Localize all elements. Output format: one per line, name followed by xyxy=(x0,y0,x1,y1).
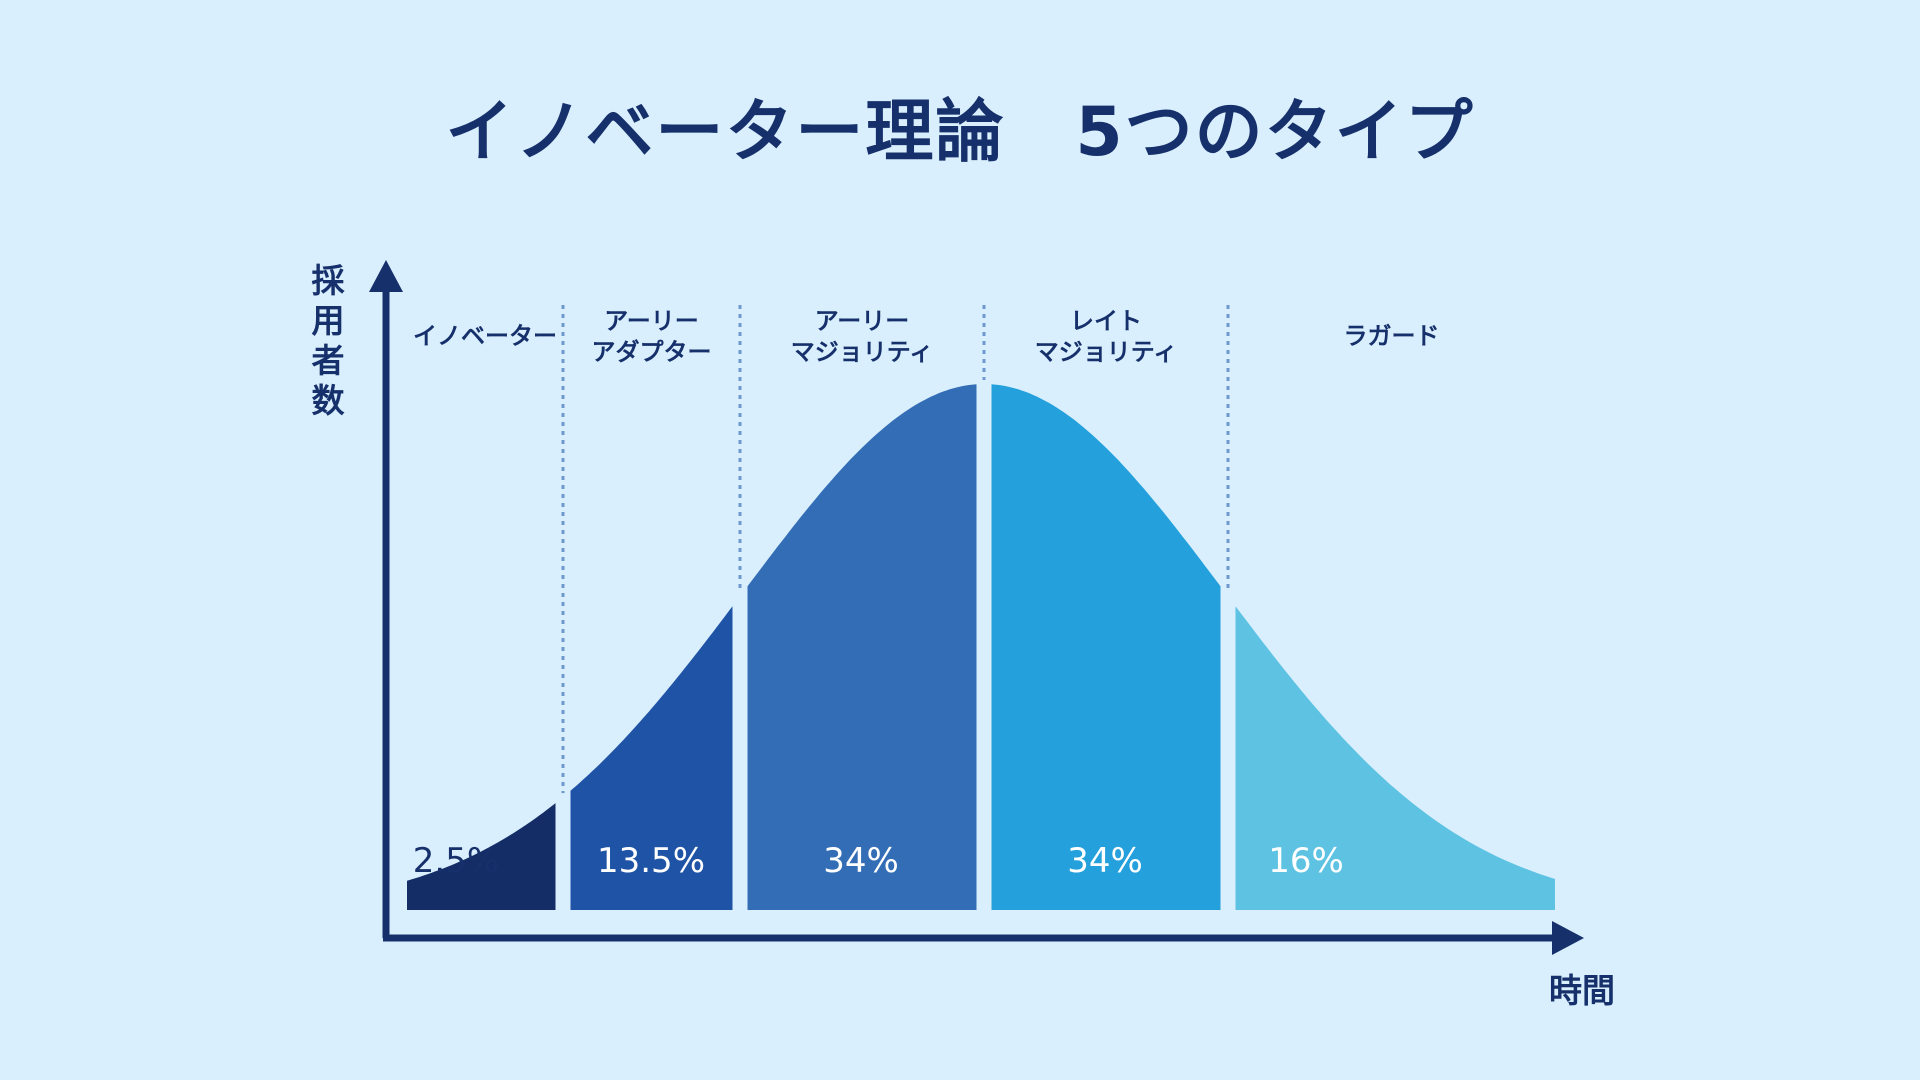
axes xyxy=(369,260,1584,955)
segment-dividers xyxy=(561,305,1230,794)
y-axis-label-char: 者 xyxy=(312,341,345,380)
curve-segment-3 xyxy=(747,384,977,910)
segment-label-4: レイトマジョリティ xyxy=(1035,307,1178,366)
bell-curve xyxy=(407,384,1555,910)
segment-label-2: アーリーアダプター xyxy=(592,307,712,366)
y-axis-label-char: 数 xyxy=(312,381,346,420)
segment-label-5: ラガード xyxy=(1344,322,1440,350)
segment-label-line: マジョリティ xyxy=(1035,338,1178,366)
segment-label-line: レイト xyxy=(1070,307,1142,335)
y-axis-arrow-icon xyxy=(369,260,403,292)
segment-label-3: アーリーマジョリティ xyxy=(791,307,934,366)
segment-percent-3: 34% xyxy=(823,841,899,881)
segment-label-line: ラガード xyxy=(1344,322,1440,350)
segment-label-line: マジョリティ xyxy=(791,338,934,366)
segment-label-1: イノベーター xyxy=(413,322,557,350)
segment-label-line: アーリー xyxy=(815,307,910,335)
segment-percent-5: 16% xyxy=(1268,841,1344,881)
segment-label-line: アーリー xyxy=(604,307,699,335)
y-axis-label-char: 採 xyxy=(312,261,346,300)
segment-label-line: イノベーター xyxy=(413,322,557,350)
segment-percent-4: 34% xyxy=(1067,841,1143,881)
diagram-title: イノベーター理論 5つのタイプ xyxy=(445,93,1474,172)
curve-segment-1 xyxy=(407,803,556,910)
curve-segment-4 xyxy=(991,384,1221,910)
curve-segment-5 xyxy=(1235,606,1555,910)
y-axis-label-char: 用 xyxy=(312,301,345,340)
x-axis-label: 時間 xyxy=(1549,971,1615,1010)
segment-percentages: 2.5% 13.5% 34% 34% 16% xyxy=(413,841,1344,881)
segment-percent-2: 13.5% xyxy=(597,841,705,881)
x-axis-arrow-icon xyxy=(1552,921,1584,955)
segment-percent-1: 2.5% xyxy=(413,841,499,881)
curve-segment-2 xyxy=(570,606,733,910)
segment-label-line: アダプター xyxy=(592,338,712,366)
